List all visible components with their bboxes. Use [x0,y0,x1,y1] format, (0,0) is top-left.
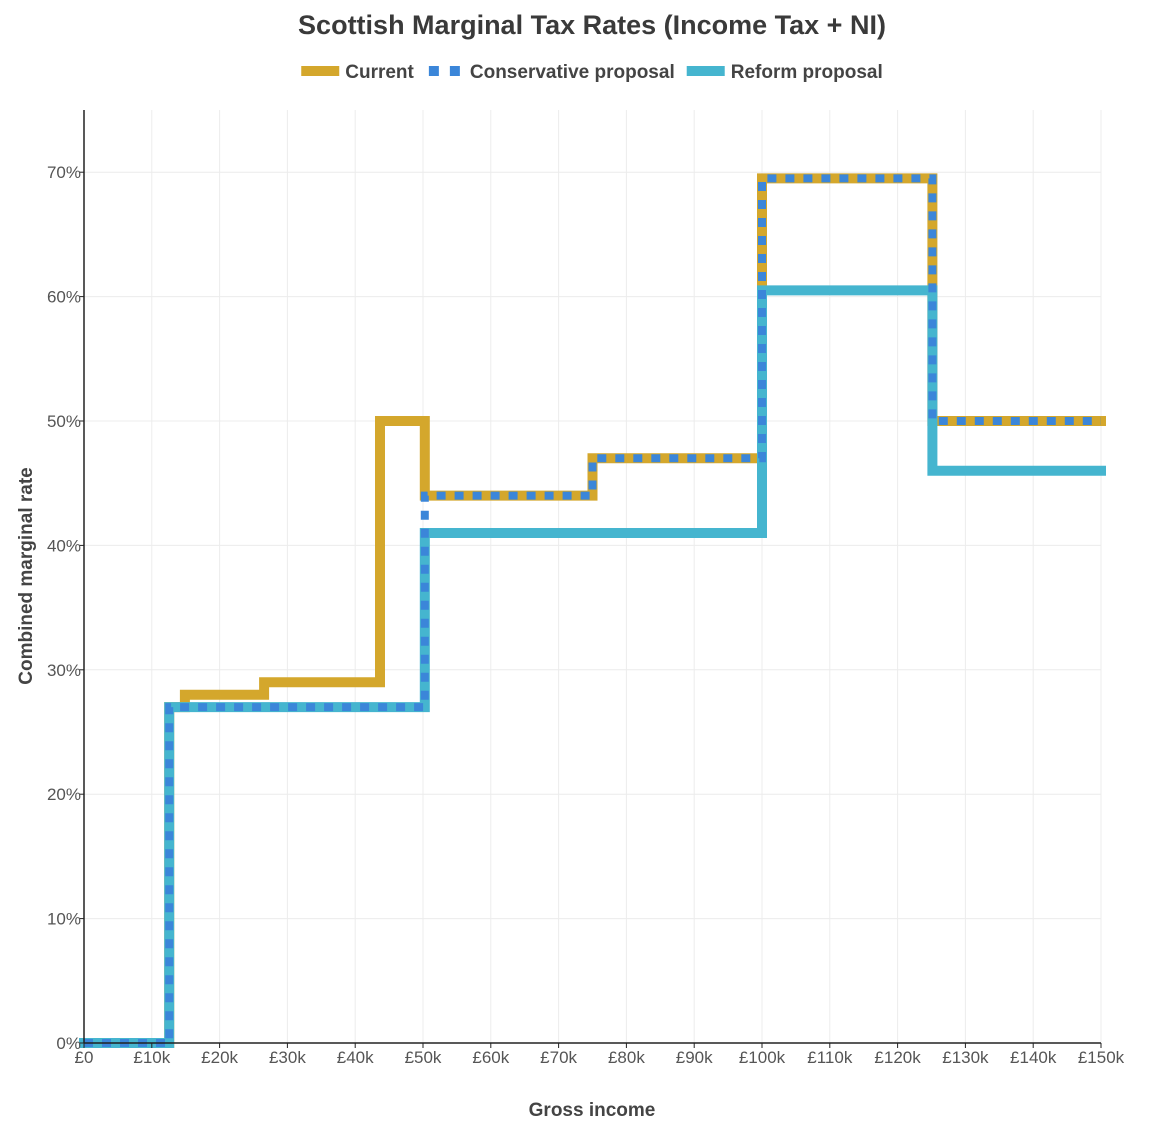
series-line-reform-proposal [79,285,1106,1048]
x-tick-label-5: £50k [405,1048,442,1067]
series-line-current [79,173,1106,1048]
x-tick-label-1: £10k [133,1048,170,1067]
y-tick-label-4: 40% [47,536,81,555]
y-tick-label-0: 0% [56,1034,81,1053]
y-tick-label-5: 50% [47,412,81,431]
x-tick-label-13: £130k [942,1048,989,1067]
axes [83,110,1101,1044]
x-tick-label-3: £30k [269,1048,306,1067]
x-axis-label: Gross income [529,1100,656,1121]
y-tick-label-6: 60% [47,288,81,307]
y-tick-label-7: 70% [47,163,81,182]
series-line-conservative-proposal [84,174,1101,1047]
y-axis-ticks: 0% 10% 20% 30% 40% 50% 60% 70% [47,163,84,1053]
x-tick-label-15: £150k [1078,1048,1125,1067]
x-tick-label-14: £140k [1010,1048,1057,1067]
y-tick-label-1: 10% [47,910,81,929]
x-tick-label-4: £40k [337,1048,374,1067]
chart-title: Scottish Marginal Tax Rates (Income Tax … [298,10,886,40]
x-tick-label-10: £100k [739,1048,786,1067]
x-axis-ticks: £0 £10k £20k £30k £40k £50k £60k £70k £80k £90k £1… [75,1043,1125,1067]
x-tick-label-8: £80k [608,1048,645,1067]
plot-series [79,173,1106,1048]
x-tick-label-0: £0 [75,1048,94,1067]
y-tick-label-3: 30% [47,661,81,680]
y-axis-label: Combined marginal rate [16,467,37,685]
x-tick-label-7: £70k [540,1048,577,1067]
legend-label-current: Current [345,62,414,83]
x-tick-label-2: £20k [201,1048,238,1067]
grid [84,110,1102,1043]
x-tick-label-9: £90k [676,1048,713,1067]
legend: Current Conservative proposal Reform propo… [301,62,883,83]
legend-label-reform-proposal: Reform proposal [731,62,883,83]
y-tick-label-2: 20% [47,785,81,804]
x-tick-label-11: £110k [807,1048,853,1067]
x-tick-label-6: £60k [472,1048,509,1067]
x-tick-label-12: £120k [874,1048,921,1067]
legend-label-conservative-proposal: Conservative proposal [470,62,675,83]
